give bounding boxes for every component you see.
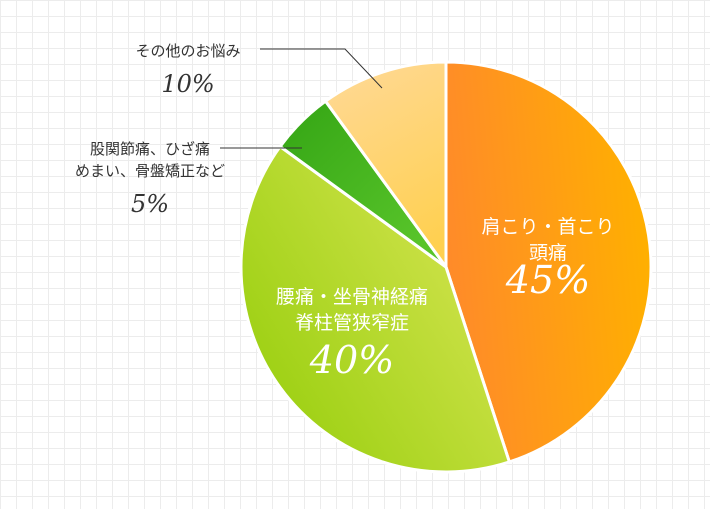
slice-label-2-line-0: 股関節痛、ひざ痛 (90, 140, 210, 158)
slice-percent-0: 45% (505, 258, 590, 302)
slice-label-2-line-1: めまい、骨盤矯正など (75, 162, 225, 180)
pie-slices (239, 60, 653, 474)
slice-label-1-line-1: 脊柱管狭窄症 (295, 312, 409, 334)
pie-slice-0 (444, 60, 653, 464)
pie-slice-1 (239, 145, 511, 474)
leader-lines (220, 48, 383, 149)
slice-label-0-line-1: 頭痛 (529, 242, 567, 264)
leader-line-3 (260, 48, 383, 89)
slice-percent-1: 40% (309, 338, 394, 382)
slice-percent-3: 10% (161, 70, 214, 98)
slice-label-0-line-0: 肩こり・首こり (481, 216, 614, 238)
pie-slice-3 (324, 60, 448, 269)
slice-label-1-line-0: 腰痛・坐骨神経痛 (276, 286, 428, 308)
slice-label-3-line-0: その他のお悩み (135, 42, 240, 60)
slice-percent-2: 5% (131, 190, 169, 218)
